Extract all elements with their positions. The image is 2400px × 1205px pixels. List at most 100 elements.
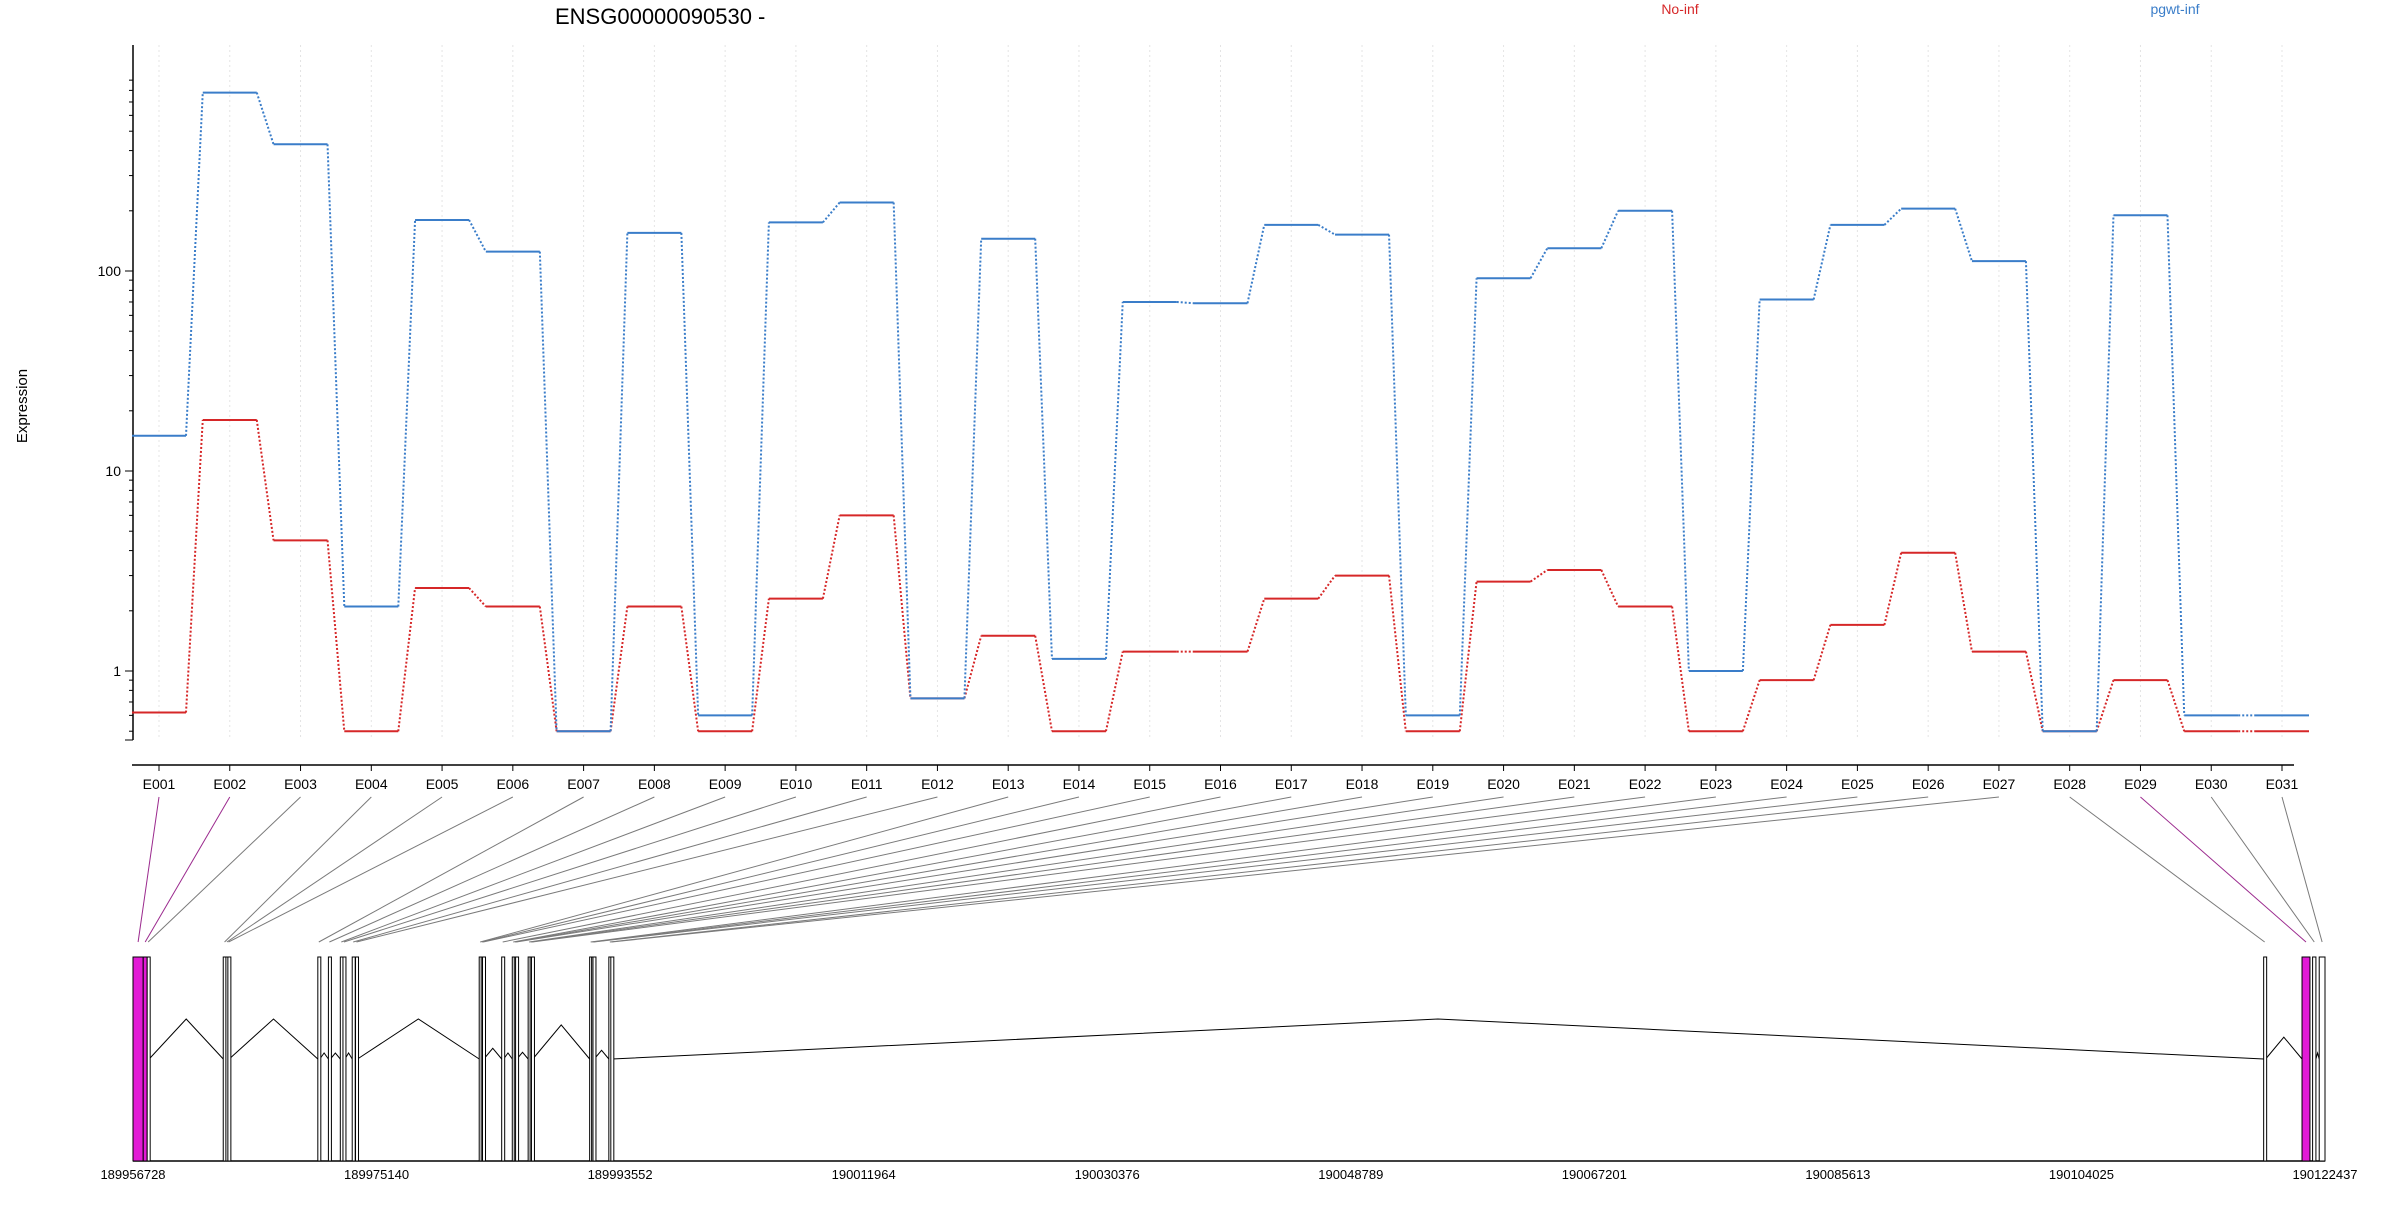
series-0-step bbox=[398, 588, 415, 731]
exon-connector-line bbox=[480, 797, 1008, 942]
series-1-step bbox=[1177, 302, 1194, 303]
genomic-coordinate-label: 190122437 bbox=[2292, 1167, 2357, 1182]
series-0-step bbox=[1884, 553, 1901, 625]
y-axis-label: Expression bbox=[14, 369, 31, 443]
exon-box bbox=[133, 957, 143, 1161]
x-tick-label: E012 bbox=[921, 776, 954, 792]
series-0-step bbox=[186, 420, 203, 713]
exon-box bbox=[2313, 957, 2316, 1161]
series-1-step bbox=[1248, 225, 1265, 303]
series-1-step bbox=[823, 203, 840, 223]
exon-connector-line bbox=[515, 797, 1362, 942]
series-0-step bbox=[1106, 652, 1123, 732]
series-1-step bbox=[1672, 211, 1689, 671]
exon-box bbox=[611, 957, 614, 1161]
exon-connector-line bbox=[610, 797, 1928, 942]
series-0-step bbox=[2026, 652, 2043, 732]
exon-box bbox=[2302, 957, 2310, 1161]
series-0-step bbox=[1814, 625, 1831, 680]
exon-box bbox=[318, 957, 321, 1161]
series-0-step bbox=[1672, 607, 1689, 732]
x-tick-label: E026 bbox=[1912, 776, 1945, 792]
series-0-step bbox=[1601, 570, 1618, 607]
genomic-coordinate-label: 190048789 bbox=[1318, 1167, 1383, 1182]
series-0-step bbox=[2167, 680, 2184, 731]
exon-box bbox=[2319, 957, 2325, 1161]
series-1-step bbox=[1884, 209, 1901, 225]
x-tick-label: E021 bbox=[1558, 776, 1591, 792]
grid-layer bbox=[159, 45, 2282, 740]
y-tick-label: 100 bbox=[98, 263, 122, 279]
exon-connector-line bbox=[529, 797, 1503, 942]
series-1-step bbox=[1955, 209, 1972, 262]
exon-connector-line bbox=[611, 797, 1998, 942]
series-0-step bbox=[1743, 680, 1760, 731]
legend-entry-no-inf: No-inf bbox=[1661, 1, 1698, 17]
series-0-step bbox=[1035, 636, 1052, 731]
series-0-step bbox=[469, 588, 486, 607]
x-tick-label: E001 bbox=[143, 776, 176, 792]
series-0-step bbox=[823, 515, 840, 598]
series-0-step bbox=[1248, 599, 1265, 652]
series-1-step bbox=[1531, 248, 1548, 278]
exon-connector-line bbox=[145, 797, 230, 942]
x-tick-label: E015 bbox=[1133, 776, 1166, 792]
x-tick-label: E009 bbox=[709, 776, 742, 792]
genomic-coordinate-label: 190011964 bbox=[832, 1167, 896, 1182]
exon-connector-line bbox=[227, 797, 442, 942]
x-tick-label: E004 bbox=[355, 776, 388, 792]
exon-connector-line bbox=[594, 797, 1858, 942]
genomic-coordinate-label: 189956728 bbox=[100, 1167, 165, 1182]
series-1-step bbox=[469, 220, 486, 252]
exon-box bbox=[502, 957, 505, 1161]
exon-box bbox=[143, 957, 147, 1161]
series-0-step bbox=[1531, 570, 1548, 582]
series-1-step bbox=[1814, 225, 1831, 300]
series-1-step bbox=[1106, 302, 1123, 659]
exon-connector-line bbox=[2211, 797, 2314, 942]
exon-connector-line bbox=[532, 797, 1645, 942]
y-tick-label: 1 bbox=[113, 663, 121, 679]
x-tick-label: E027 bbox=[1983, 776, 2016, 792]
series-1-step bbox=[894, 203, 911, 699]
series-1-step bbox=[257, 93, 274, 145]
exon-connector-line bbox=[138, 797, 159, 942]
intron-line bbox=[484, 1048, 502, 1059]
x-tick-label: E020 bbox=[1487, 776, 1520, 792]
exon-connector-line bbox=[513, 797, 1291, 942]
intron-line bbox=[612, 1019, 2264, 1059]
series-1-step bbox=[681, 233, 698, 715]
exon-connector-line bbox=[531, 797, 1575, 942]
exon-box bbox=[516, 957, 519, 1161]
exon-box bbox=[483, 957, 486, 1161]
x-tick-label: E025 bbox=[1841, 776, 1874, 792]
genomic-coordinate-label: 190067201 bbox=[1562, 1167, 1627, 1182]
series-1-step bbox=[611, 233, 628, 731]
x-tick-label: E017 bbox=[1275, 776, 1308, 792]
exon-connector-line bbox=[2140, 797, 2306, 942]
x-tick-label: E019 bbox=[1416, 776, 1449, 792]
x-tick-label: E008 bbox=[638, 776, 671, 792]
chart-title: ENSG00000090530 - bbox=[555, 4, 765, 29]
exon-connector-line bbox=[225, 797, 372, 942]
exon-connector-line bbox=[319, 797, 584, 942]
genomic-coordinate-label: 189975140 bbox=[344, 1167, 409, 1182]
x-tick-label: E010 bbox=[780, 776, 813, 792]
series-0-step bbox=[1318, 576, 1335, 599]
exon-connector-line bbox=[516, 797, 1433, 942]
exon-box bbox=[356, 957, 359, 1161]
x-tick-label: E029 bbox=[2124, 776, 2157, 792]
genomic-coordinate-label: 190030376 bbox=[1075, 1167, 1140, 1182]
x-tick-label: E023 bbox=[1700, 776, 1733, 792]
exon-box bbox=[352, 957, 355, 1161]
exon-connector-line bbox=[357, 797, 938, 942]
exon-connector-line bbox=[2070, 797, 2265, 942]
x-tick-label: E016 bbox=[1204, 776, 1237, 792]
x-tick-label: E007 bbox=[567, 776, 600, 792]
series-1-step bbox=[1389, 235, 1406, 716]
exon-connector-line bbox=[2282, 797, 2322, 942]
